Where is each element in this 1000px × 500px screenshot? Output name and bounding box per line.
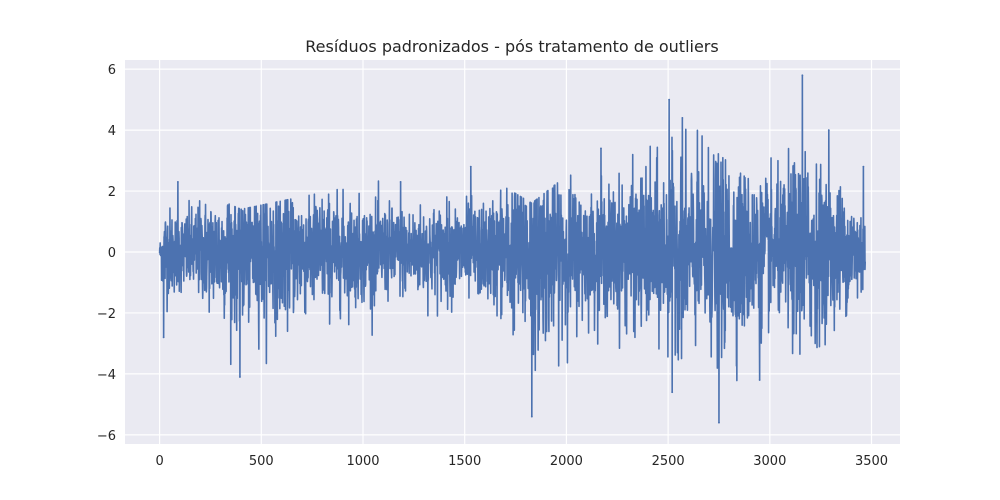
y-axis-ticks: 6 4 2 0 −2 −4 −6 [97,63,116,444]
notable-point [827,129,830,131]
series-layer [158,74,867,424]
notable-point [176,181,179,183]
x-axis-ticks: 0 500 1000 1500 2000 2500 3000 3500 [155,454,888,469]
notable-point [758,379,761,381]
x-tick-label: 3500 [855,454,888,469]
x-tick-label: 2500 [652,454,685,469]
y-tick-label: 6 [108,63,116,78]
notable-point [668,98,671,101]
y-tick-label: 0 [108,246,116,261]
x-tick-label: 2000 [550,454,583,469]
notable-point [801,74,804,77]
notable-point [530,415,533,418]
notable-point [239,376,241,378]
x-tick-label: 1000 [346,454,379,469]
notable-point [862,165,865,168]
notable-point [469,165,472,168]
x-tick-label: 1500 [448,454,481,469]
y-tick-label: −6 [97,429,116,444]
notable-point [671,391,674,394]
residuals-series-line [158,74,867,424]
notable-point [399,181,402,183]
x-tick-label: 500 [249,454,274,469]
x-tick-label: 3000 [753,454,786,469]
notable-point [718,421,720,424]
y-tick-label: 4 [108,124,116,139]
x-tick-label: 0 [155,454,163,469]
notable-point [600,147,602,150]
y-tick-label: −4 [97,368,116,383]
notable-point [162,336,165,339]
chart-title: Resíduos padronizados - pós tratamento d… [305,37,718,56]
y-tick-label: 2 [108,185,116,200]
y-tick-label: −2 [97,307,116,322]
notable-point [681,117,684,119]
